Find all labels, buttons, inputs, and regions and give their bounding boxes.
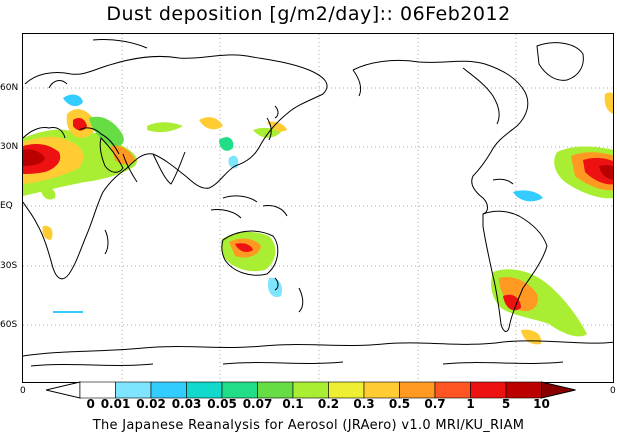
graticule bbox=[23, 34, 613, 382]
colorbar-cell bbox=[363, 381, 400, 399]
colorbar-arrow-right bbox=[541, 381, 576, 399]
colorbar-tick-label: 0.03 bbox=[171, 397, 202, 411]
lat-label-30s: 30S bbox=[0, 261, 18, 271]
map-panel bbox=[22, 33, 614, 383]
colorbar-cell bbox=[292, 381, 329, 399]
colorbar-cell bbox=[470, 381, 507, 399]
colorbar-cell bbox=[79, 381, 116, 399]
colorbar-cell bbox=[399, 381, 436, 399]
lon-label-left: 0 bbox=[20, 386, 26, 396]
colorbar-tick-label: 0.1 bbox=[282, 397, 304, 411]
lon-label-right: 0 bbox=[610, 386, 616, 396]
map-title: Dust deposition [g/m2/day]:: 06Feb2012 bbox=[106, 3, 511, 25]
colorbar-tick-label: 0.02 bbox=[136, 397, 166, 411]
colorbar-cell bbox=[257, 381, 294, 399]
colorbar-tick-label: 0.05 bbox=[207, 397, 237, 411]
lat-label-60s: 60S bbox=[0, 320, 18, 330]
colorbar-tick-label: 0 bbox=[86, 397, 95, 411]
colorbar-cell bbox=[186, 381, 223, 399]
colorbar-tick-label: 0.01 bbox=[100, 397, 131, 411]
colorbar-cell bbox=[221, 381, 258, 399]
colorbar-cell bbox=[434, 381, 471, 399]
colorbar-tick-label: 10 bbox=[533, 397, 550, 411]
colorbar-tick-label: 0.07 bbox=[242, 397, 273, 411]
colorbar-tick-label: 0.7 bbox=[424, 397, 446, 411]
colorbar-tick-label: 0.5 bbox=[388, 397, 411, 411]
colorbar-cell bbox=[505, 381, 542, 399]
colorbar-arrow-left bbox=[46, 381, 81, 399]
coastlines bbox=[23, 39, 613, 367]
colorbar-cell bbox=[150, 381, 187, 399]
world-map bbox=[23, 34, 613, 382]
lat-label-30n: 30N bbox=[0, 142, 19, 152]
lat-label-60n: 60N bbox=[0, 83, 19, 93]
colorbar-tick-label: 0.2 bbox=[317, 397, 340, 411]
colorbar-cell bbox=[328, 381, 365, 399]
colorbar bbox=[46, 381, 576, 399]
colorbar-cell bbox=[115, 381, 152, 399]
lat-label-eq: EQ bbox=[0, 201, 13, 211]
colorbar-tick-label: 1 bbox=[466, 397, 475, 411]
credit-line: The Japanese Reanalysis for Aerosol (JRA… bbox=[92, 418, 525, 433]
colorbar-tick-label: 0.3 bbox=[353, 397, 375, 411]
colorbar-tick-label: 5 bbox=[501, 397, 511, 411]
